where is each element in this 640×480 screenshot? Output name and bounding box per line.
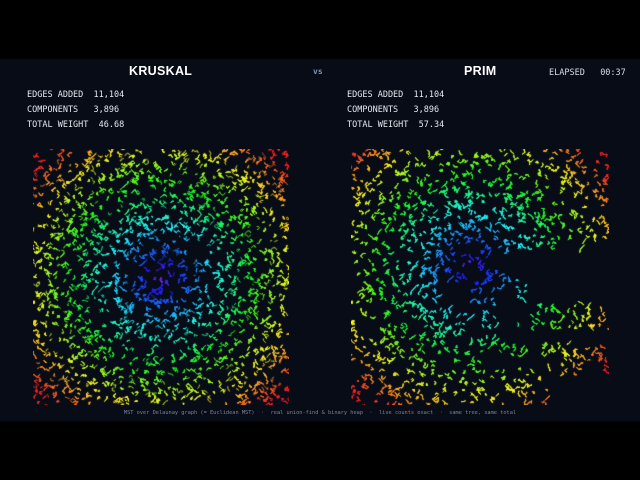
stat-label: COMPONENTS bbox=[347, 105, 399, 115]
footer-caption: MST over Delaunay graph (= Euclidean MST… bbox=[123, 410, 517, 416]
prim-edges-stat: EDGES ADDED 11,104 bbox=[347, 90, 444, 100]
stat-label: EDGES ADDED bbox=[27, 90, 84, 100]
stat-value: 3,896 bbox=[413, 105, 440, 115]
stat-value: 57.34 bbox=[418, 120, 445, 130]
kruskal-mst-visualization bbox=[33, 149, 289, 405]
elapsed-timer: ELAPSED 00:37 bbox=[549, 68, 626, 78]
kruskal-weight-stat: TOTAL WEIGHT 46.68 bbox=[27, 120, 124, 130]
stat-value: 11,104 bbox=[413, 90, 445, 100]
stat-label: TOTAL WEIGHT bbox=[27, 120, 89, 130]
stat-value: 46.68 bbox=[98, 120, 125, 130]
kruskal-title: KRUSKAL bbox=[129, 64, 193, 78]
kruskal-components-stat: COMPONENTS 3,896 bbox=[27, 105, 119, 115]
stat-label: COMPONENTS bbox=[27, 105, 79, 115]
kruskal-edges-stat: EDGES ADDED 11,104 bbox=[27, 90, 124, 100]
stat-value: 11,104 bbox=[93, 90, 125, 100]
prim-weight-stat: TOTAL WEIGHT 57.34 bbox=[347, 120, 444, 130]
vs-label: vs bbox=[313, 67, 323, 76]
elapsed-label: ELAPSED bbox=[549, 68, 585, 78]
stat-label: TOTAL WEIGHT bbox=[347, 120, 409, 130]
stat-label: EDGES ADDED bbox=[347, 90, 404, 100]
stat-value: 3,896 bbox=[93, 105, 120, 115]
elapsed-value: 00:37 bbox=[600, 68, 626, 78]
prim-mst-visualization bbox=[351, 149, 609, 405]
prim-components-stat: COMPONENTS 3,896 bbox=[347, 105, 439, 115]
prim-title: PRIM bbox=[464, 64, 497, 78]
